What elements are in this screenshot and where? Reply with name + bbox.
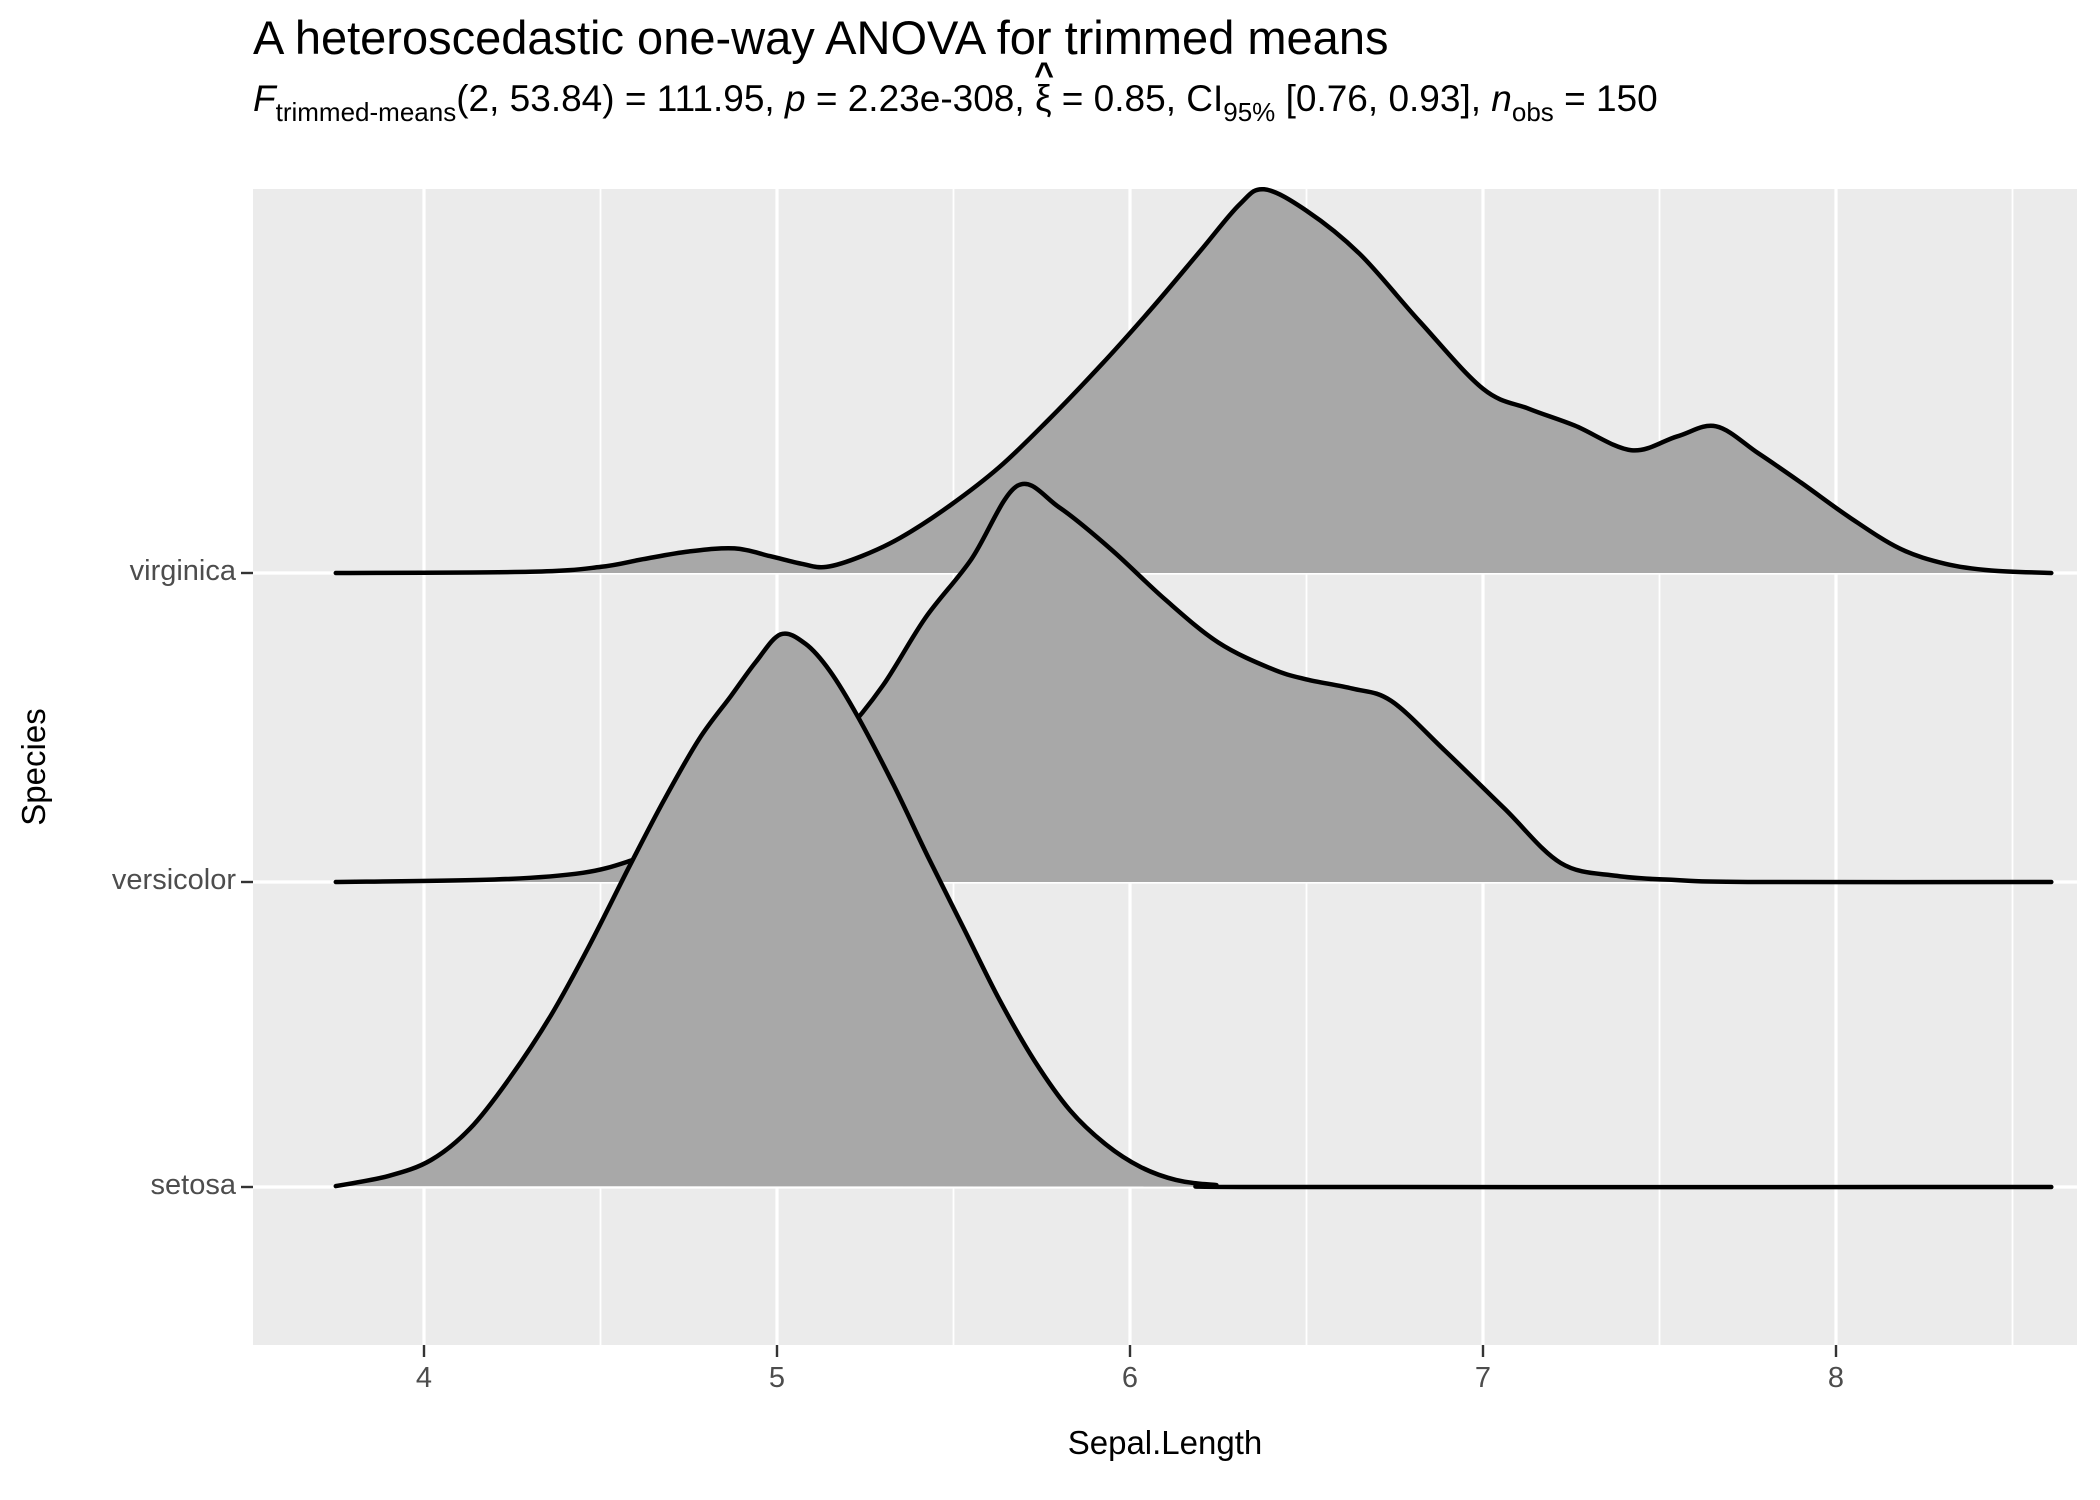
density-area-versicolor [335, 483, 2052, 883]
stat-symbol: n [1491, 78, 1512, 119]
y-tick-label-virginica: virginica [129, 555, 236, 587]
x-axis-title: Sepal.Length [1067, 1424, 1263, 1461]
xi-hat-symbol: ξ ^ [1034, 56, 1054, 119]
stat-text: (2, 53.84) = 111.95, [456, 78, 785, 119]
density-area-virginica [335, 189, 2052, 573]
x-tick-label-8: 8 [1827, 1362, 1845, 1394]
x-tick-label-7: 7 [1474, 1362, 1492, 1394]
x-tick-label-6: 6 [1121, 1362, 1139, 1394]
stat-subscript: obs [1511, 97, 1554, 127]
y-tick-label-versicolor: versicolor [111, 864, 236, 896]
y-axis-title: Species [15, 708, 52, 826]
stat-text: = 2.23e-308, [805, 78, 1035, 119]
density-outline-setosa [333, 631, 2054, 1190]
stat-subscript: 95% [1223, 97, 1276, 127]
stat-text: [0.76, 0.93], [1275, 78, 1492, 119]
x-tick-label-4: 4 [415, 1362, 433, 1394]
x-tick-label-5: 5 [768, 1362, 786, 1394]
density-outline-virginica [333, 187, 2054, 576]
density-area-setosa [335, 633, 2052, 1188]
stat-subscript: trimmed-means [275, 97, 457, 127]
y-tick-label-setosa: setosa [150, 1169, 236, 1201]
stat-symbol: p [784, 78, 806, 119]
stat-text: = 150 [1553, 78, 1658, 119]
stat-text: = 0.85, CI [1051, 78, 1224, 119]
plot-subtitle-statistics: Ftrimmed-means(2, 53.84) = 111.95, p = 2… [253, 56, 1658, 127]
stat-symbol: F [253, 78, 276, 119]
hat-accent: ^ [1034, 56, 1054, 94]
plot-title: A heteroscedastic one-way ANOVA for trim… [253, 11, 1389, 64]
